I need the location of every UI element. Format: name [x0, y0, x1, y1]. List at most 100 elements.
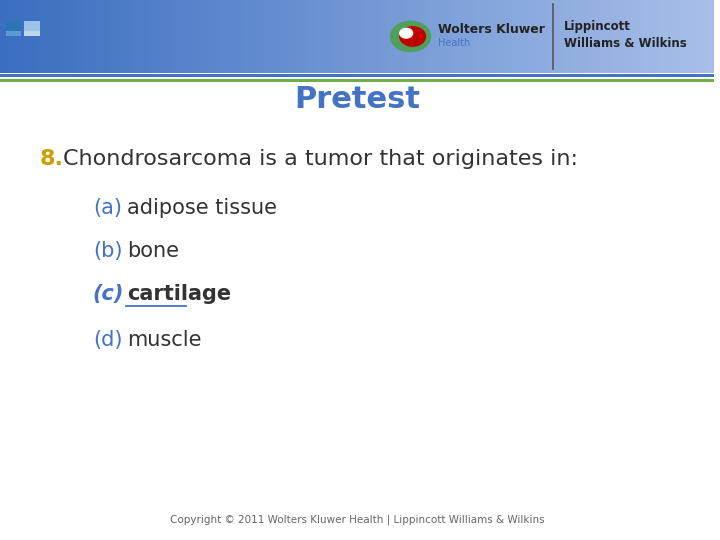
- Bar: [423, 0, 428, 73]
- Bar: [470, 0, 476, 73]
- Bar: [12, 0, 18, 73]
- Bar: [505, 0, 512, 73]
- Text: muscle: muscle: [127, 330, 202, 350]
- Text: Lippincott
Williams & Wilkins: Lippincott Williams & Wilkins: [564, 20, 687, 50]
- Bar: [179, 0, 184, 73]
- Text: (d): (d): [93, 330, 122, 350]
- Circle shape: [390, 22, 431, 51]
- Bar: [571, 0, 577, 73]
- Bar: [84, 0, 89, 73]
- Bar: [71, 0, 77, 73]
- Bar: [107, 0, 113, 73]
- Bar: [297, 0, 303, 73]
- Bar: [553, 0, 559, 73]
- FancyBboxPatch shape: [24, 26, 40, 36]
- Bar: [618, 0, 625, 73]
- Bar: [36, 0, 42, 73]
- Bar: [143, 0, 149, 73]
- Bar: [684, 0, 690, 73]
- Bar: [137, 0, 143, 73]
- Bar: [523, 0, 529, 73]
- Bar: [512, 0, 518, 73]
- Bar: [274, 0, 279, 73]
- Bar: [279, 0, 286, 73]
- Bar: [387, 0, 392, 73]
- Bar: [702, 0, 708, 73]
- Text: (c): (c): [93, 284, 124, 305]
- Bar: [375, 0, 381, 73]
- Bar: [214, 0, 220, 73]
- Bar: [399, 0, 405, 73]
- Circle shape: [400, 26, 426, 46]
- Bar: [292, 0, 297, 73]
- Bar: [256, 0, 262, 73]
- Bar: [357, 0, 363, 73]
- Bar: [321, 0, 327, 73]
- Bar: [333, 0, 339, 73]
- Bar: [244, 0, 250, 73]
- Bar: [190, 0, 197, 73]
- Bar: [464, 0, 470, 73]
- Bar: [268, 0, 274, 73]
- Bar: [48, 0, 53, 73]
- Bar: [708, 0, 714, 73]
- Bar: [6, 0, 12, 73]
- Bar: [119, 0, 125, 73]
- Bar: [476, 0, 482, 73]
- FancyBboxPatch shape: [6, 26, 22, 36]
- Bar: [101, 0, 107, 73]
- Bar: [518, 0, 523, 73]
- Circle shape: [400, 28, 413, 38]
- Bar: [42, 0, 48, 73]
- Text: bone: bone: [127, 241, 179, 261]
- Bar: [631, 0, 636, 73]
- Bar: [310, 0, 315, 73]
- Bar: [202, 0, 208, 73]
- Bar: [636, 0, 642, 73]
- Text: (a): (a): [93, 198, 122, 218]
- Bar: [53, 0, 60, 73]
- Bar: [529, 0, 536, 73]
- Bar: [642, 0, 649, 73]
- Bar: [303, 0, 310, 73]
- Bar: [613, 0, 618, 73]
- Bar: [232, 0, 238, 73]
- Bar: [345, 0, 351, 73]
- Bar: [149, 0, 155, 73]
- Bar: [678, 0, 684, 73]
- Bar: [494, 0, 500, 73]
- Bar: [351, 0, 357, 73]
- Bar: [482, 0, 488, 73]
- Bar: [381, 0, 387, 73]
- Text: adipose tissue: adipose tissue: [127, 198, 277, 218]
- Bar: [184, 0, 190, 73]
- Bar: [125, 0, 131, 73]
- Bar: [155, 0, 161, 73]
- Bar: [500, 0, 505, 73]
- Bar: [660, 0, 666, 73]
- Bar: [583, 0, 589, 73]
- Bar: [369, 0, 375, 73]
- Bar: [24, 0, 30, 73]
- Text: Chondrosarcoma is a tumor that originates in:: Chondrosarcoma is a tumor that originate…: [63, 149, 578, 170]
- Bar: [18, 0, 24, 73]
- Text: cartilage: cartilage: [127, 284, 231, 305]
- Bar: [536, 0, 541, 73]
- Bar: [250, 0, 256, 73]
- Bar: [559, 0, 565, 73]
- Bar: [339, 0, 345, 73]
- Bar: [405, 0, 410, 73]
- Bar: [392, 0, 399, 73]
- Bar: [226, 0, 232, 73]
- Text: Health: Health: [438, 38, 470, 49]
- Bar: [220, 0, 226, 73]
- Bar: [315, 0, 321, 73]
- Bar: [654, 0, 660, 73]
- Bar: [428, 0, 434, 73]
- Bar: [458, 0, 464, 73]
- Bar: [197, 0, 202, 73]
- Bar: [208, 0, 214, 73]
- Bar: [440, 0, 446, 73]
- Bar: [607, 0, 613, 73]
- Bar: [488, 0, 494, 73]
